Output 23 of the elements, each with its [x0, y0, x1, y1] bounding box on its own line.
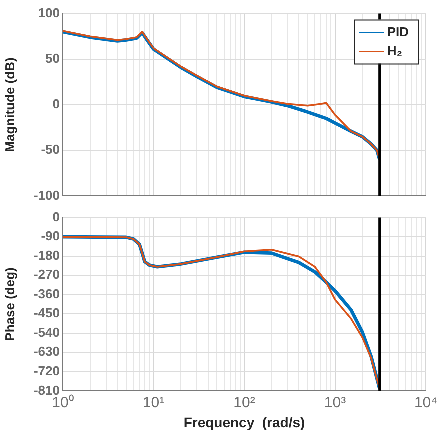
legend-label: H₂	[387, 43, 403, 58]
x-tick-label: 10¹	[142, 394, 165, 412]
x-axis-title: Frequency (rad/s)	[184, 414, 306, 430]
y-tick-label: -450	[34, 306, 60, 321]
y-tick-label: -270	[34, 267, 60, 282]
legend-label: PID	[387, 24, 409, 40]
y-tick-label: 0	[52, 209, 60, 224]
x-tick-label: 10²	[234, 394, 256, 412]
y-tick-label: 0	[52, 96, 60, 112]
y-tick-label: 50	[46, 50, 60, 66]
y-tick-label: -360	[34, 286, 60, 302]
y-axis-title: Phase (deg)	[2, 268, 18, 342]
y-tick-label: -50	[41, 142, 60, 158]
y-tick-label: -90	[41, 228, 60, 244]
y-tick-label: -630	[34, 344, 60, 360]
y-axis-title: Magnitude (dB)	[2, 58, 18, 152]
y-tick-label: -180	[34, 248, 60, 263]
x-tick-label: 10⁴	[414, 394, 438, 412]
y-tick-label: -100	[34, 188, 60, 203]
y-tick-label: 100	[38, 5, 60, 20]
y-tick-label: -720	[34, 364, 60, 379]
x-tick-label: 10³	[324, 394, 346, 412]
y-tick-label: -540	[34, 324, 60, 340]
